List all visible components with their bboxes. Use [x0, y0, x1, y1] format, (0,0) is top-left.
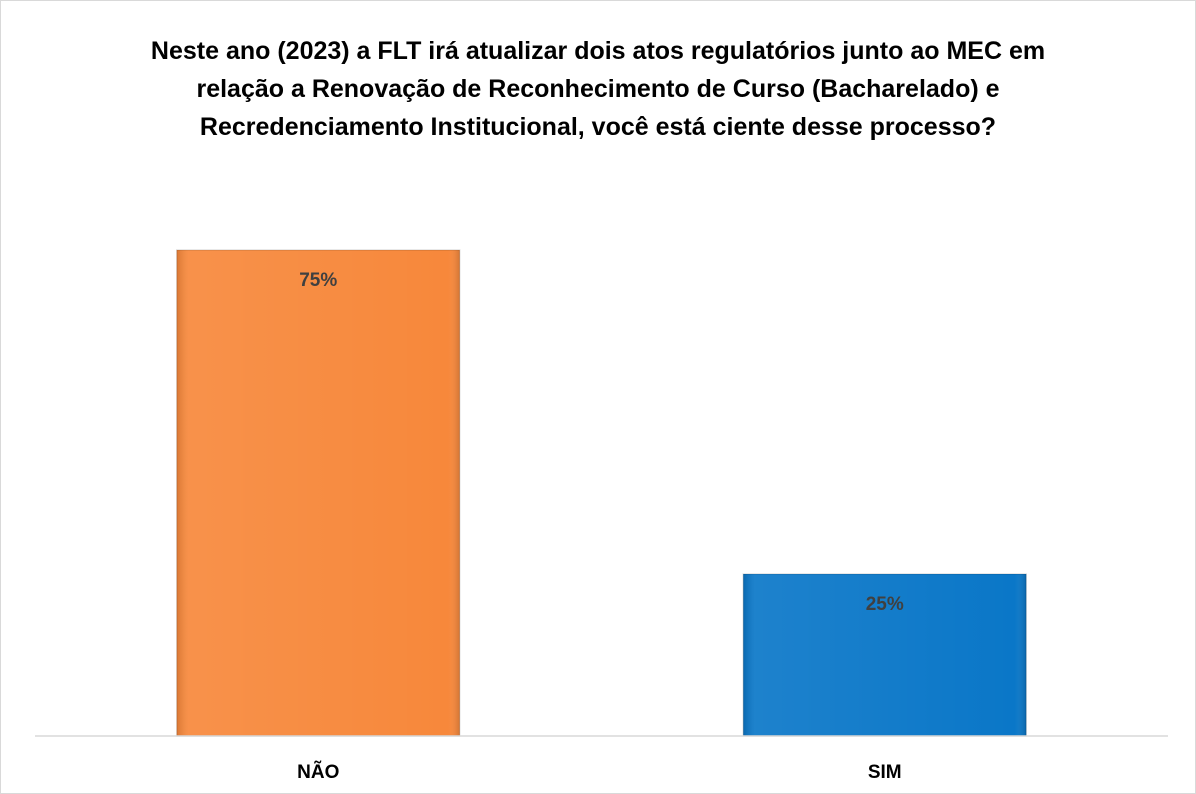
chart-title: Neste ano (2023) a FLT irá atualizar doi… [150, 37, 1046, 141]
data-label: 75% [299, 270, 337, 291]
bar-shade [176, 250, 460, 736]
data-label: 25% [866, 594, 904, 615]
bar-shade [743, 574, 1027, 736]
x-tick-label: NÃO [297, 761, 339, 783]
x-tick-label: SIM [868, 762, 902, 783]
